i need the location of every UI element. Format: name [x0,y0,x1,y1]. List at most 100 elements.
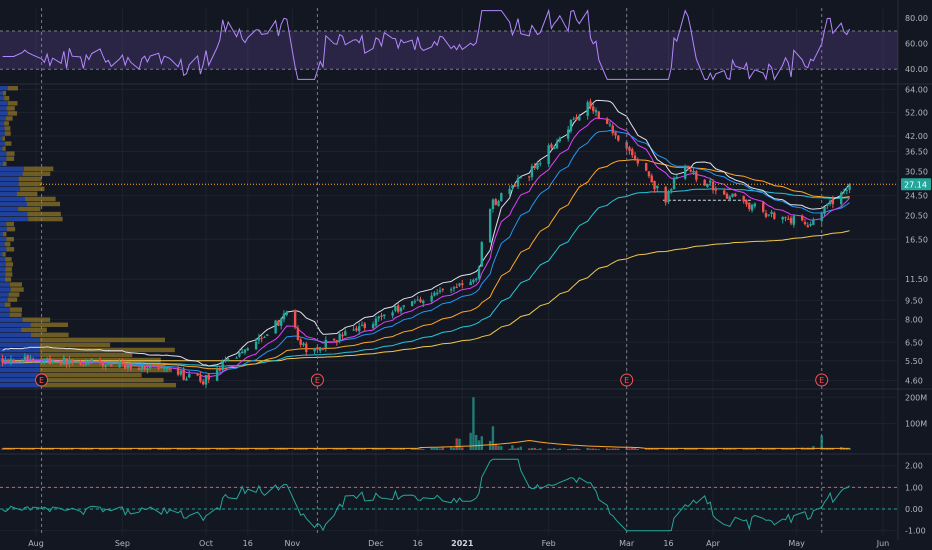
candle-body [121,361,124,364]
price-tick-label: 36.50 [905,148,928,157]
x-tick-label: 16 [243,539,253,548]
volume-bar [458,438,461,450]
volume-bar [494,443,497,450]
candle-body [224,359,227,361]
volume-bar [182,448,185,450]
candle-body [809,224,812,226]
volume-profile-bar [0,367,40,373]
candle-body [555,141,559,149]
candle-body [296,327,300,341]
volume-bar [137,448,141,450]
volume-profile-bar [0,292,9,297]
volume-profile-bar [25,196,56,202]
candle-body [149,367,152,369]
volume-profile-bar [0,141,6,146]
volume-bar [266,449,269,450]
volume-profile-bar [5,277,12,282]
candle-body [527,176,531,178]
volume-bar [146,448,149,450]
rsi-panel[interactable] [0,8,898,81]
volume-bar [516,447,520,450]
candle-body [636,160,640,164]
volume-profile-bar [0,352,40,358]
candle-body [45,358,49,360]
volume-profile-bar [28,216,63,222]
volume-bar [355,448,358,450]
candle-body [703,179,706,186]
volume-profile-bar [18,176,42,182]
volume-bar [293,448,297,450]
candle-body [848,184,851,190]
volume-bar [711,448,715,450]
oscillator-panel[interactable] [0,458,898,532]
volume-bar [391,449,394,450]
volume-profile-bar [6,221,15,227]
candle-body [477,267,481,279]
volume-bar [168,448,171,450]
volume-bar [441,447,444,450]
volume-profile-bar [27,211,61,217]
volume-profile-bar [7,111,18,116]
candle-body [402,305,405,307]
candle-body [299,339,302,345]
candle-body [441,288,444,290]
volume-profile-bar [9,312,22,317]
volume-profile-bar [5,116,13,121]
candle-body [631,149,634,156]
volume-profile-bar [23,166,54,171]
volume-bar [179,447,183,450]
rsi-tick-label: 60.00 [905,40,928,49]
candle-body [497,201,500,206]
earnings-marker[interactable] [620,373,634,387]
volume-bar [605,448,609,450]
volume-bar [240,447,244,450]
volume-bar [631,448,634,450]
volume-profile-bar [5,272,13,277]
volume-profile-bar [18,206,41,212]
volume-bar [9,448,13,450]
volume-bar [324,449,327,450]
volume-panel[interactable] [1,397,851,450]
price-tick-label: 6.50 [905,338,923,347]
candle-body [243,349,247,353]
candle-body [29,357,32,359]
earnings-marker[interactable] [35,373,49,387]
candle-body [519,177,522,179]
volume-bar [185,448,188,450]
earnings-marker[interactable] [815,373,829,387]
volume-profile-bar [0,91,3,96]
candle-body [137,368,141,370]
volume-bar [335,448,339,450]
volume-bar [118,448,121,450]
volume-profile-bar [6,226,16,232]
ma-50-line [2,159,850,370]
candle-body [157,367,160,369]
candle-body [781,216,784,220]
candle-body [357,326,361,332]
candle-body [162,367,166,369]
volume-profile-bar [0,166,24,171]
candle-body [692,171,695,173]
candle-body [62,357,66,365]
volume-bar [536,449,539,450]
volume-bar [4,448,7,450]
candle-body [706,184,709,188]
volume-bar [611,448,614,450]
volume-profile-bar [5,262,13,267]
candle-body [341,334,344,337]
candle-body [592,106,595,112]
volume-profile-bar [0,111,8,116]
candle-body [65,358,68,365]
volume-bar [26,449,29,450]
price-tick-label: 16.50 [905,235,928,244]
volume-profile-bar [0,206,19,212]
candle-body [165,368,169,370]
earnings-marker[interactable] [310,373,324,387]
volume-bar [845,448,848,450]
last-price-tag[interactable] [901,178,931,191]
price-tick-label: 24.50 [905,192,928,201]
candle-body [672,177,676,190]
